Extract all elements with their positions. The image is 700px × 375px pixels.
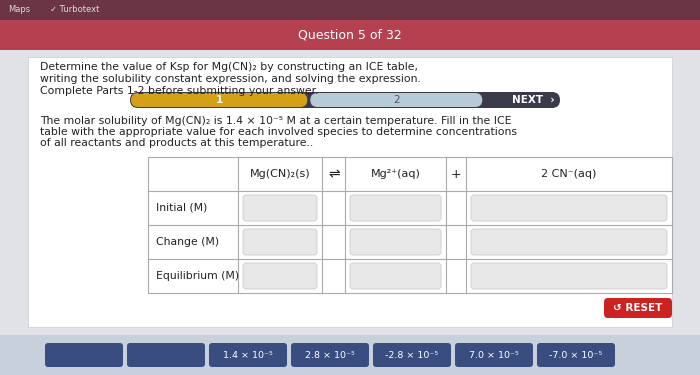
Text: +: + — [451, 168, 461, 180]
FancyBboxPatch shape — [455, 343, 533, 367]
Text: writing the solubility constant expression, and solving the expression.: writing the solubility constant expressi… — [40, 74, 421, 84]
Text: 1.4 × 10⁻⁵: 1.4 × 10⁻⁵ — [223, 351, 273, 360]
FancyBboxPatch shape — [471, 195, 667, 221]
Text: 2: 2 — [393, 95, 400, 105]
FancyBboxPatch shape — [148, 157, 672, 293]
FancyBboxPatch shape — [127, 343, 205, 367]
FancyBboxPatch shape — [0, 50, 700, 335]
Text: -7.0 × 10⁻⁵: -7.0 × 10⁻⁵ — [550, 351, 603, 360]
Text: Question 5 of 32: Question 5 of 32 — [298, 28, 402, 42]
FancyBboxPatch shape — [350, 229, 441, 255]
Text: of all reactants and products at this temperature..: of all reactants and products at this te… — [40, 138, 314, 148]
Text: ↺ RESET: ↺ RESET — [613, 303, 663, 313]
Text: Mg²⁺(aq): Mg²⁺(aq) — [370, 169, 421, 179]
FancyBboxPatch shape — [243, 263, 317, 289]
Text: 7.0 × 10⁻⁵: 7.0 × 10⁻⁵ — [469, 351, 519, 360]
Text: 2 CN⁻(aq): 2 CN⁻(aq) — [541, 169, 596, 179]
Text: 2.8 × 10⁻⁵: 2.8 × 10⁻⁵ — [305, 351, 355, 360]
FancyBboxPatch shape — [243, 195, 317, 221]
Text: The molar solubility of Mg(CN)₂ is 1.4 × 10⁻⁵ M at a certain temperature. Fill i: The molar solubility of Mg(CN)₂ is 1.4 ×… — [40, 116, 512, 126]
FancyBboxPatch shape — [373, 343, 451, 367]
Text: ⇌: ⇌ — [328, 167, 339, 181]
Text: Complete Parts 1-2 before submitting your answer.: Complete Parts 1-2 before submitting you… — [40, 86, 318, 96]
FancyBboxPatch shape — [350, 263, 441, 289]
Text: ✓ Turbotext: ✓ Turbotext — [50, 6, 99, 15]
Text: Mg(CN)₂(s): Mg(CN)₂(s) — [250, 169, 310, 179]
FancyBboxPatch shape — [350, 195, 441, 221]
FancyBboxPatch shape — [45, 343, 123, 367]
Text: 1: 1 — [216, 95, 223, 105]
FancyBboxPatch shape — [310, 93, 482, 107]
FancyBboxPatch shape — [243, 229, 317, 255]
FancyBboxPatch shape — [291, 343, 369, 367]
FancyBboxPatch shape — [131, 93, 307, 107]
FancyBboxPatch shape — [471, 263, 667, 289]
FancyBboxPatch shape — [130, 92, 560, 108]
FancyBboxPatch shape — [0, 0, 700, 20]
Text: Initial (M): Initial (M) — [156, 203, 207, 213]
FancyBboxPatch shape — [209, 343, 287, 367]
Text: Equilibrium (M): Equilibrium (M) — [156, 271, 239, 281]
FancyBboxPatch shape — [0, 335, 700, 375]
FancyBboxPatch shape — [537, 343, 615, 367]
FancyBboxPatch shape — [0, 20, 700, 50]
Text: -2.8 × 10⁻⁵: -2.8 × 10⁻⁵ — [386, 351, 439, 360]
FancyBboxPatch shape — [28, 57, 672, 327]
FancyBboxPatch shape — [604, 298, 672, 318]
Text: Determine the value of Ksp for Mg(CN)₂ by constructing an ICE table,: Determine the value of Ksp for Mg(CN)₂ b… — [40, 62, 418, 72]
Text: NEXT  ›: NEXT › — [512, 95, 555, 105]
Text: table with the appropriate value for each involved species to determine concentr: table with the appropriate value for eac… — [40, 127, 517, 137]
Text: Maps: Maps — [8, 6, 30, 15]
FancyBboxPatch shape — [471, 229, 667, 255]
Text: Change (M): Change (M) — [156, 237, 219, 247]
